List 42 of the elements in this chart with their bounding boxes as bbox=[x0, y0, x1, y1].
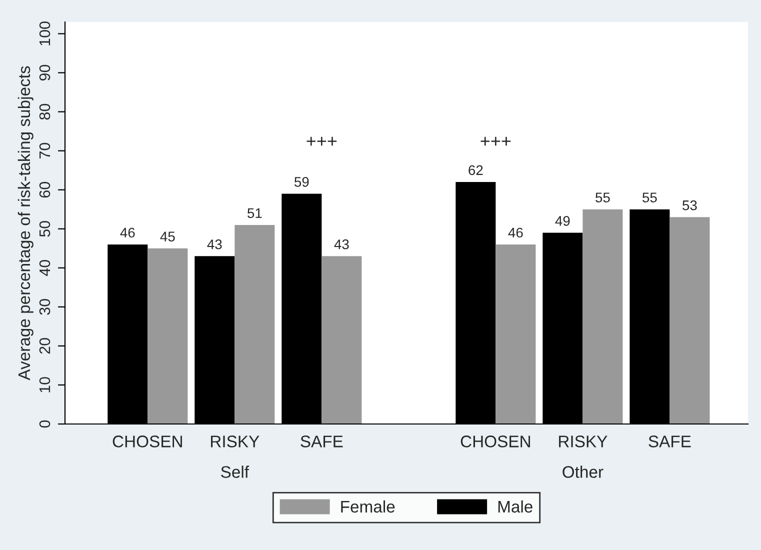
x-tick-label: RISKY bbox=[211, 436, 260, 448]
data-label: 59 bbox=[294, 176, 309, 187]
bar bbox=[582, 209, 623, 424]
x-tick-label: SAFE bbox=[300, 436, 343, 448]
y-tick-label: 20 bbox=[39, 338, 50, 354]
data-label: 49 bbox=[555, 216, 570, 226]
text: Self bbox=[221, 466, 250, 478]
data-label: 46 bbox=[508, 228, 523, 238]
bar bbox=[322, 256, 362, 424]
data-label: 55 bbox=[596, 192, 610, 202]
x-tick-label: RISKY bbox=[559, 436, 608, 448]
y-axis-title: Average percentage of risk-taking subjects bbox=[18, 66, 34, 380]
y-tick-label: 70 bbox=[39, 142, 50, 159]
data-label: 43 bbox=[207, 239, 222, 250]
y-tick-label: 0 bbox=[39, 420, 50, 428]
annotation: +++ bbox=[306, 136, 337, 146]
y-tick-label: 90 bbox=[39, 64, 50, 81]
y-tick-label: 60 bbox=[39, 182, 50, 198]
bar bbox=[234, 224, 275, 424]
y-tick-label: 100 bbox=[39, 22, 50, 46]
y-tick-label: 30 bbox=[39, 299, 50, 315]
data-label: 55 bbox=[642, 192, 657, 202]
text: Other bbox=[562, 466, 604, 478]
y-tick-label: 50 bbox=[39, 220, 50, 237]
y-tick-label: 40 bbox=[39, 260, 50, 276]
bar bbox=[496, 244, 536, 424]
annotation: +++ bbox=[480, 136, 511, 146]
x-tick-label: SAFE bbox=[648, 436, 691, 448]
data-label: 45 bbox=[160, 232, 175, 242]
bar bbox=[148, 248, 188, 424]
data-label: 46 bbox=[120, 228, 135, 238]
x-tick-label: CHOSEN bbox=[112, 436, 182, 448]
legend-label: Male bbox=[498, 500, 532, 513]
legend-label: Female bbox=[341, 500, 395, 513]
y-tick-label: 10 bbox=[39, 377, 50, 392]
x-tick-label: CHOSEN bbox=[460, 436, 530, 448]
data-label: 51 bbox=[248, 208, 262, 218]
data-label: 43 bbox=[334, 239, 349, 250]
data-label: 53 bbox=[682, 200, 697, 210]
bar bbox=[670, 217, 710, 424]
data-label: 62 bbox=[468, 165, 483, 176]
y-tick-label: 80 bbox=[39, 104, 50, 120]
